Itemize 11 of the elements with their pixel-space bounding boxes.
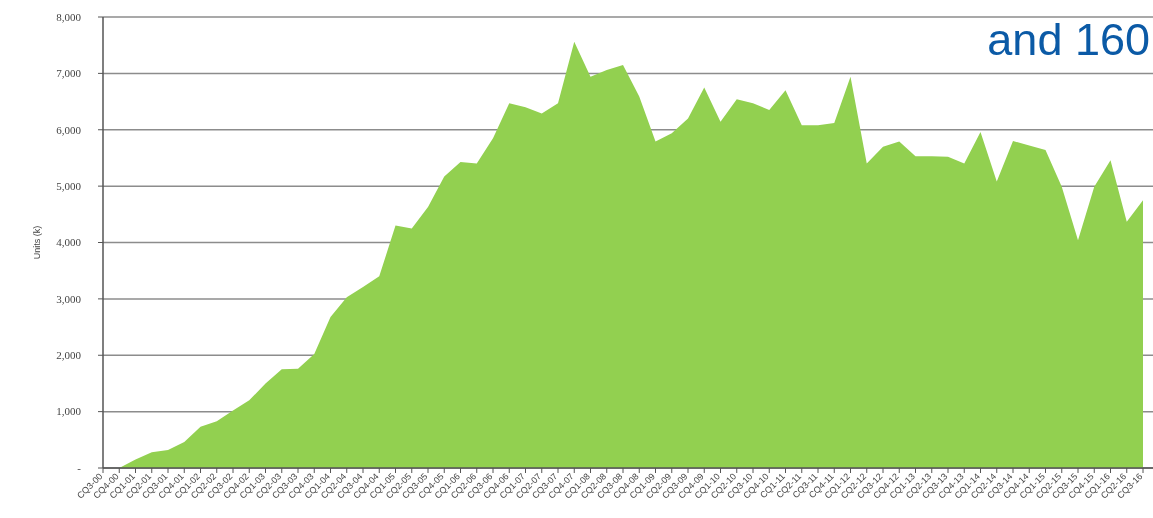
y-tick-label: 8,000 (56, 10, 82, 23)
y-tick-label: 5,000 (56, 179, 82, 192)
y-axis-title: Units (k) (32, 225, 42, 260)
y-tick-label: 7,000 (56, 67, 82, 80)
y-tick-label: - (77, 461, 82, 474)
y-tick-label: 1,000 (56, 405, 82, 418)
y-tick-label: 2,000 (56, 349, 82, 362)
annotation: and 160 (987, 14, 1150, 65)
y-tick-label: 6,000 (56, 123, 82, 136)
y-tick-label: 3,000 (56, 292, 82, 305)
y-tick-label: 4,000 (56, 236, 82, 249)
